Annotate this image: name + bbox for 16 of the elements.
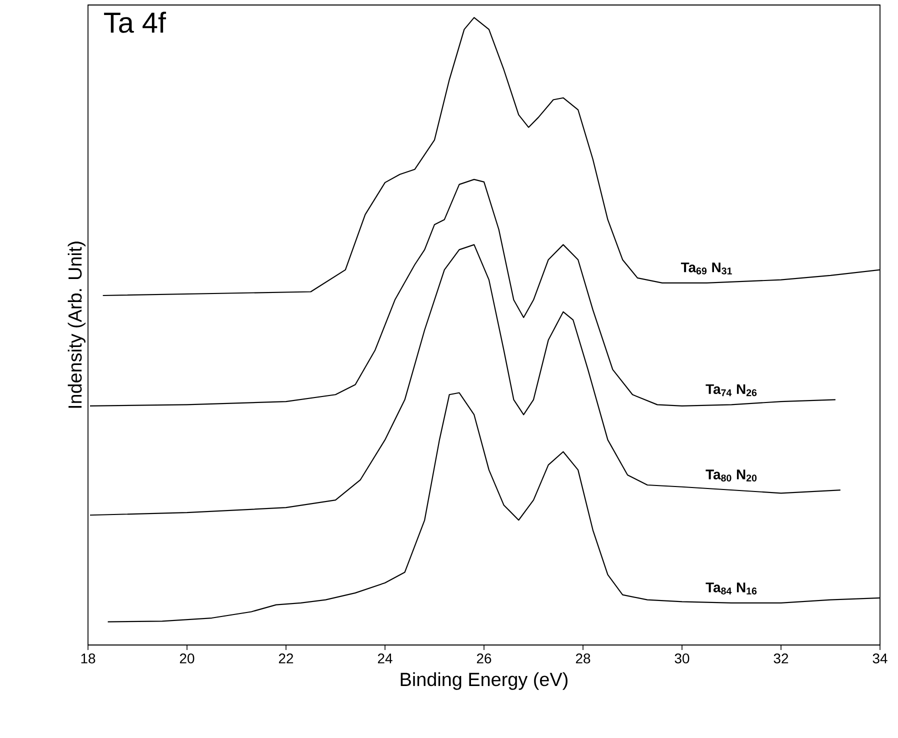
chart-title: Ta 4f xyxy=(104,12,166,33)
series-label: Ta$_{84}$ N$_{16}$ xyxy=(706,582,757,594)
x-tick-label: 20 xyxy=(180,654,194,664)
x-tick-label: 26 xyxy=(476,654,492,664)
x-tick-label: 34 xyxy=(872,654,888,664)
series-label: Ta$_{80}$ N$_{20}$ xyxy=(706,470,757,482)
x-axis-title: Binding Energy (eV) xyxy=(400,672,568,690)
x-tick-label: 18 xyxy=(81,654,96,664)
x-tick-label: 32 xyxy=(774,654,788,664)
x-tick-label: 22 xyxy=(278,654,294,664)
x-tick-label: 28 xyxy=(576,654,590,664)
x-tick-label: 24 xyxy=(378,654,392,664)
y-axis-title: Indensity (Arb. Unit) xyxy=(68,242,86,408)
series-label: Ta$_{74}$ N$_{26}$ xyxy=(706,384,757,396)
series-label: Ta$_{69}$ N$_{31}$ xyxy=(680,262,732,274)
x-tick-label: 30 xyxy=(674,654,690,664)
